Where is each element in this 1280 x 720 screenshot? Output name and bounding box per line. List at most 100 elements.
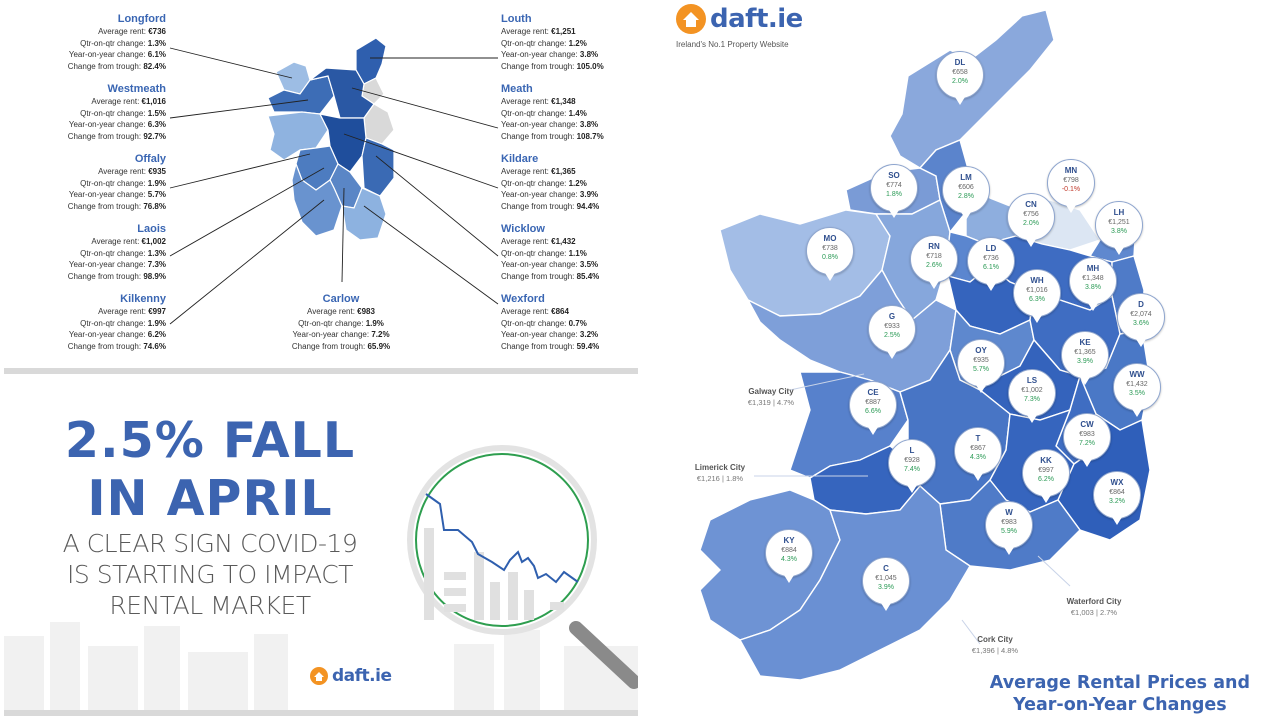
pin-code: T bbox=[975, 434, 981, 443]
stat-louth: Louth Average rent: €1,251 Qtr-on-qtr ch… bbox=[501, 12, 659, 72]
qoq-value: 1.9% bbox=[147, 178, 166, 188]
city-cork: Cork City €1,396 | 4.8% bbox=[960, 634, 1030, 656]
qoq-label: Qtr-on-qtr change: bbox=[80, 108, 146, 118]
pin-code: G bbox=[888, 312, 896, 321]
pin-ls[interactable]: LS €1,002 7.3% bbox=[1008, 369, 1056, 423]
headline-sub2: IS STARTING TO IMPACT bbox=[67, 560, 353, 589]
county-name: Laois bbox=[137, 223, 166, 235]
pin-ce[interactable]: CE €887 6.6% bbox=[849, 381, 897, 435]
pin-change: 7.3% bbox=[1024, 396, 1040, 403]
trough-value: 82.4% bbox=[143, 61, 166, 71]
trough-value: 108.7% bbox=[576, 131, 604, 141]
pin-code: KE bbox=[1079, 338, 1091, 347]
pin-g[interactable]: G €933 2.5% bbox=[868, 305, 916, 359]
city-change: 4.8% bbox=[1000, 646, 1019, 655]
leinster-map bbox=[169, 37, 499, 325]
pin-rent: €928 bbox=[904, 457, 920, 464]
pin-code: L bbox=[909, 446, 915, 455]
pin-l[interactable]: L €928 7.4% bbox=[888, 439, 936, 493]
qoq-value: 1.4% bbox=[568, 108, 587, 118]
pin-code: CW bbox=[1080, 420, 1094, 429]
yoy-value: 3.8% bbox=[579, 120, 599, 129]
county-wicklow-shape bbox=[361, 137, 395, 197]
headline-sub3: RENTAL MARKET bbox=[109, 591, 311, 620]
ireland-map-panel: daft.ie Ireland's No.1 Property Website bbox=[650, 0, 1280, 720]
city-rent: €1,396 bbox=[971, 646, 995, 655]
trough-label: Change from trough: bbox=[501, 201, 575, 211]
pin-code: LD bbox=[985, 244, 997, 253]
map-title: Average Rental Prices and Year-on-Year C… bbox=[990, 672, 1250, 716]
qoq-label: Qtr-on-qtr change: bbox=[501, 248, 567, 258]
pin-rent: €887 bbox=[865, 399, 881, 406]
pin-mn[interactable]: MN €798 -0.1% bbox=[1047, 159, 1095, 213]
city-name: Waterford City bbox=[1066, 597, 1122, 606]
pin-wx[interactable]: WX €864 3.2% bbox=[1093, 471, 1141, 525]
headline-line2: IN APRIL bbox=[87, 470, 333, 527]
pin-ke[interactable]: KE €1,365 3.9% bbox=[1061, 331, 1109, 385]
yoy-label: Year-on-year change: bbox=[68, 50, 146, 59]
pin-mo[interactable]: MO €738 0.8% bbox=[806, 227, 854, 281]
avg-value: €1,348 bbox=[551, 97, 576, 106]
pin-w[interactable]: W €983 5.9% bbox=[985, 501, 1033, 555]
pin-code: LH bbox=[1113, 208, 1125, 217]
county-name: Kildare bbox=[501, 153, 539, 165]
pin-code: MO bbox=[823, 234, 837, 243]
pin-lm[interactable]: LM €606 2.8% bbox=[942, 166, 990, 220]
yoy-value: 3.9% bbox=[579, 190, 599, 199]
pin-change: 3.9% bbox=[1077, 358, 1093, 365]
pin-wh[interactable]: WH €1,016 6.3% bbox=[1013, 269, 1061, 323]
pin-cw[interactable]: CW €983 7.2% bbox=[1063, 413, 1111, 467]
pin-kk[interactable]: KK €997 6.2% bbox=[1022, 449, 1070, 503]
trough-label: Change from trough: bbox=[501, 131, 575, 141]
pin-rent: €1,002 bbox=[1021, 387, 1043, 394]
city-rent: €1,319 bbox=[747, 398, 771, 407]
pin-oy[interactable]: OY €935 5.7% bbox=[957, 339, 1005, 393]
avg-value: €1,365 bbox=[551, 167, 576, 176]
yoy-label: Year-on-year change: bbox=[501, 50, 578, 59]
headline-banner: 2.5% FALL IN APRIL A CLEAR SIGN COVID-19… bbox=[4, 376, 638, 716]
pin-change: 3.6% bbox=[1133, 320, 1149, 327]
trough-value: 76.8% bbox=[143, 201, 166, 211]
pin-t[interactable]: T €867 4.3% bbox=[954, 427, 1002, 481]
daft-logo-main[interactable]: daft.ie bbox=[676, 4, 803, 34]
avg-value: €983 bbox=[357, 307, 375, 316]
avg-label: Average rent: bbox=[91, 237, 140, 246]
yoy-value: 7.3% bbox=[147, 260, 166, 269]
leinster-infographic: Longford Average rent: €736 Qtr-on-qtr c… bbox=[4, 0, 638, 374]
avg-label: Average rent: bbox=[501, 27, 549, 36]
avg-value: €1,251 bbox=[551, 27, 576, 36]
pin-code: D bbox=[1138, 300, 1144, 309]
city-name: Cork City bbox=[977, 635, 1013, 644]
pin-d[interactable]: D €2,074 3.6% bbox=[1117, 293, 1165, 347]
yoy-value: 6.3% bbox=[147, 120, 166, 129]
logo-text: daft.ie bbox=[710, 4, 803, 34]
avg-label: Average rent: bbox=[307, 307, 355, 316]
trough-value: 92.7% bbox=[143, 131, 166, 141]
city-sep: | bbox=[721, 474, 724, 483]
pin-change: 5.7% bbox=[973, 366, 989, 373]
pin-rent: €864 bbox=[1109, 489, 1125, 496]
stat-kildare: Kildare Average rent: €1,365 Qtr-on-qtr … bbox=[501, 152, 659, 212]
pin-ld[interactable]: LD €736 6.1% bbox=[967, 237, 1015, 291]
county-name: Westmeath bbox=[107, 83, 166, 95]
pin-cn[interactable]: CN €756 2.0% bbox=[1007, 193, 1055, 247]
pin-ww[interactable]: WW €1,432 3.5% bbox=[1113, 363, 1161, 417]
pin-dl[interactable]: DL €658 2.0% bbox=[936, 51, 984, 105]
stat-kilkenny: Kilkenny Average rent: €997 Qtr-on-qtr c… bbox=[8, 292, 166, 352]
yoy-value: 5.7% bbox=[147, 190, 166, 199]
county-kildare-shape bbox=[318, 113, 367, 173]
pin-rn[interactable]: RN €718 2.6% bbox=[910, 235, 958, 289]
map-title-line1: Average Rental Prices and bbox=[989, 673, 1250, 693]
city-change: 1.8% bbox=[725, 474, 744, 483]
pin-lh[interactable]: LH €1,251 3.8% bbox=[1095, 201, 1143, 255]
daft-logo-small[interactable]: daft.ie bbox=[310, 666, 392, 686]
qoq-value: 1.1% bbox=[568, 248, 587, 258]
pin-so[interactable]: SO €774 1.8% bbox=[870, 164, 918, 218]
pin-ky[interactable]: KY €884 4.3% bbox=[765, 529, 813, 583]
headline-text: 2.5% FALL IN APRIL A CLEAR SIGN COVID-19… bbox=[50, 412, 370, 621]
pin-c[interactable]: C €1,045 3.9% bbox=[862, 557, 910, 611]
pin-code: WX bbox=[1110, 478, 1124, 487]
county-name: Kilkenny bbox=[120, 293, 166, 305]
avg-label: Average rent: bbox=[98, 167, 146, 176]
pin-mh[interactable]: MH €1,348 3.8% bbox=[1069, 257, 1117, 311]
